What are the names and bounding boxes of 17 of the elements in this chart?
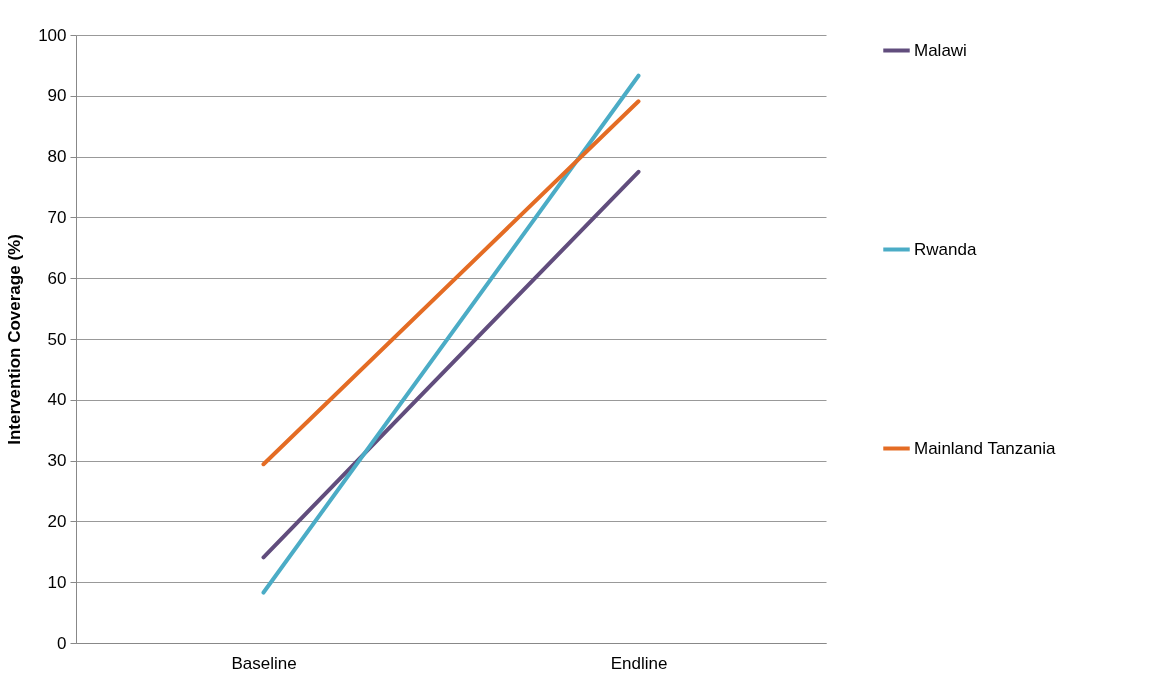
y-tick-label: 30 [47, 451, 67, 471]
y-tick-label: 90 [47, 86, 67, 106]
y-tick-label: 60 [47, 268, 67, 288]
x-tick-label: Endline [610, 653, 668, 673]
legend-label: Rwanda [914, 239, 977, 259]
y-tick-label: 100 [38, 25, 67, 45]
y-tick-label: 80 [47, 147, 67, 167]
y-tick-label: 50 [47, 329, 67, 349]
y-tick-label: 40 [47, 390, 67, 410]
y-axis-title: Intervention Coverage (%) [5, 234, 25, 445]
y-tick-label: 10 [47, 572, 67, 592]
legend-label: Mainland Tanzania [914, 438, 1056, 458]
legend-label: Malawi [914, 40, 967, 60]
y-tick-label: 70 [47, 207, 67, 227]
y-tick-label: 0 [57, 633, 67, 653]
y-tick-label: 20 [47, 511, 67, 531]
x-tick-label: Baseline [231, 653, 297, 673]
